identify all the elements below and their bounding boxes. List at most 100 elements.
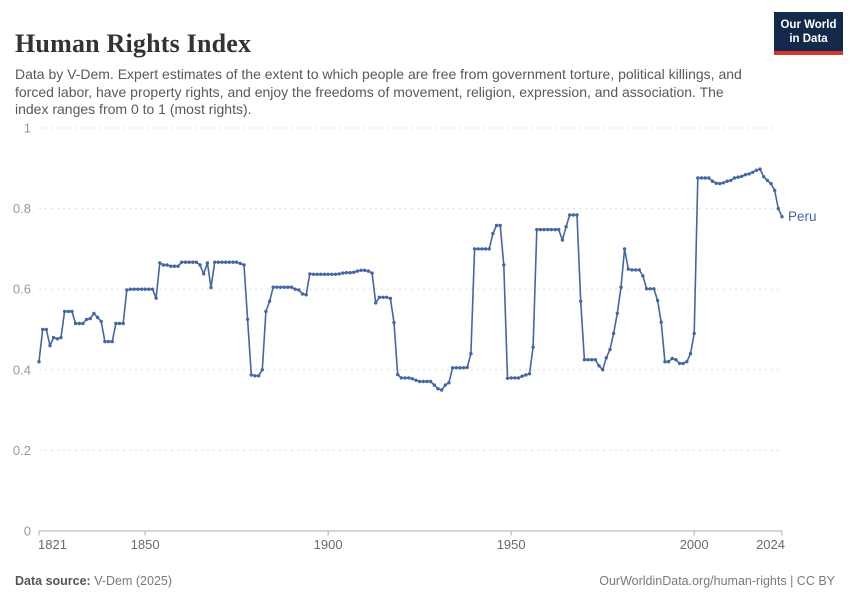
data-point[interactable] xyxy=(633,268,638,272)
data-point[interactable] xyxy=(300,292,305,296)
data-point[interactable] xyxy=(399,376,403,380)
data-point[interactable] xyxy=(604,356,608,360)
data-point[interactable] xyxy=(66,309,71,314)
data-point[interactable] xyxy=(721,181,726,185)
data-point[interactable] xyxy=(198,263,202,267)
data-point[interactable] xyxy=(480,247,484,251)
data-point[interactable] xyxy=(494,223,499,228)
data-point[interactable] xyxy=(132,287,136,291)
data-point[interactable] xyxy=(458,366,462,370)
data-point[interactable] xyxy=(224,260,228,264)
data-point[interactable] xyxy=(692,331,696,336)
data-point[interactable] xyxy=(275,285,279,289)
data-point[interactable] xyxy=(432,383,436,387)
data-point[interactable] xyxy=(194,260,199,264)
data-point[interactable] xyxy=(289,285,294,289)
data-point[interactable] xyxy=(421,379,425,384)
data-point[interactable] xyxy=(663,360,667,364)
data-point[interactable] xyxy=(637,268,641,272)
data-point[interactable] xyxy=(714,181,718,185)
data-point[interactable] xyxy=(128,287,133,291)
data-point[interactable] xyxy=(62,309,67,314)
data-point[interactable] xyxy=(454,366,458,370)
data-point[interactable] xyxy=(491,231,495,236)
data-point[interactable] xyxy=(220,260,224,264)
data-point[interactable] xyxy=(37,360,41,364)
data-point[interactable] xyxy=(227,260,231,264)
data-point[interactable] xyxy=(70,309,74,314)
data-point[interactable] xyxy=(191,260,195,264)
data-point[interactable] xyxy=(765,178,770,183)
data-point[interactable] xyxy=(348,271,352,275)
data-point[interactable] xyxy=(560,238,565,242)
data-point[interactable] xyxy=(136,287,140,291)
data-point[interactable] xyxy=(59,335,63,340)
data-point[interactable] xyxy=(176,264,180,268)
data-point[interactable] xyxy=(110,339,114,344)
data-point[interactable] xyxy=(396,372,400,377)
data-point[interactable] xyxy=(725,179,729,183)
data-point[interactable] xyxy=(758,167,762,171)
data-point[interactable] xyxy=(593,358,597,362)
data-point[interactable] xyxy=(439,388,444,392)
data-point[interactable] xyxy=(333,272,338,276)
line-series-peru[interactable] xyxy=(38,168,783,391)
data-point[interactable] xyxy=(242,263,246,267)
data-point[interactable] xyxy=(48,343,52,348)
data-point[interactable] xyxy=(666,360,671,364)
data-point[interactable] xyxy=(187,260,191,264)
data-point[interactable] xyxy=(608,347,612,352)
data-point[interactable] xyxy=(535,227,539,232)
data-point[interactable] xyxy=(465,365,469,370)
data-point[interactable] xyxy=(114,321,118,326)
data-point[interactable] xyxy=(568,213,572,217)
series-label-peru[interactable]: Peru xyxy=(788,209,817,224)
data-point[interactable] xyxy=(355,269,360,273)
data-point[interactable] xyxy=(41,327,45,332)
data-point[interactable] xyxy=(590,358,594,362)
data-point[interactable] xyxy=(158,261,162,265)
data-point[interactable] xyxy=(729,178,733,183)
data-point[interactable] xyxy=(718,181,722,186)
data-point[interactable] xyxy=(183,260,188,264)
data-point[interactable] xyxy=(341,271,345,275)
data-point[interactable] xyxy=(597,364,601,368)
data-point[interactable] xyxy=(699,176,704,180)
owid-logo-link[interactable]: Our World in Data xyxy=(774,12,843,55)
data-point[interactable] xyxy=(311,272,316,276)
data-point[interactable] xyxy=(293,287,297,291)
data-point[interactable] xyxy=(172,264,177,268)
data-point[interactable] xyxy=(147,287,151,291)
data-point[interactable] xyxy=(418,379,422,384)
data-point[interactable] xyxy=(77,321,82,326)
data-point[interactable] xyxy=(747,172,751,176)
data-point[interactable] xyxy=(601,368,605,372)
data-point[interactable] xyxy=(586,358,590,362)
data-point[interactable] xyxy=(553,227,557,232)
data-point[interactable] xyxy=(736,175,740,179)
data-point[interactable] xyxy=(117,321,122,326)
data-point[interactable] xyxy=(476,247,480,251)
data-point[interactable] xyxy=(407,376,411,380)
data-point[interactable] xyxy=(81,321,85,326)
data-point[interactable] xyxy=(696,176,700,180)
data-point[interactable] xyxy=(55,337,59,341)
data-point[interactable] xyxy=(238,261,242,266)
data-point[interactable] xyxy=(180,260,184,264)
data-point[interactable] xyxy=(428,379,433,384)
data-point[interactable] xyxy=(615,311,619,316)
data-point[interactable] xyxy=(707,176,711,180)
data-point[interactable] xyxy=(564,225,568,229)
data-point[interactable] xyxy=(253,374,257,378)
data-point[interactable] xyxy=(619,285,623,289)
data-point[interactable] xyxy=(326,272,330,276)
data-point[interactable] xyxy=(264,309,268,314)
data-point[interactable] xyxy=(51,335,56,340)
data-point[interactable] xyxy=(385,295,389,299)
data-point[interactable] xyxy=(520,374,524,378)
data-point[interactable] xyxy=(414,378,418,382)
data-point[interactable] xyxy=(513,376,517,380)
data-point[interactable] xyxy=(743,173,748,177)
data-point[interactable] xyxy=(205,261,210,265)
data-point[interactable] xyxy=(776,206,780,211)
